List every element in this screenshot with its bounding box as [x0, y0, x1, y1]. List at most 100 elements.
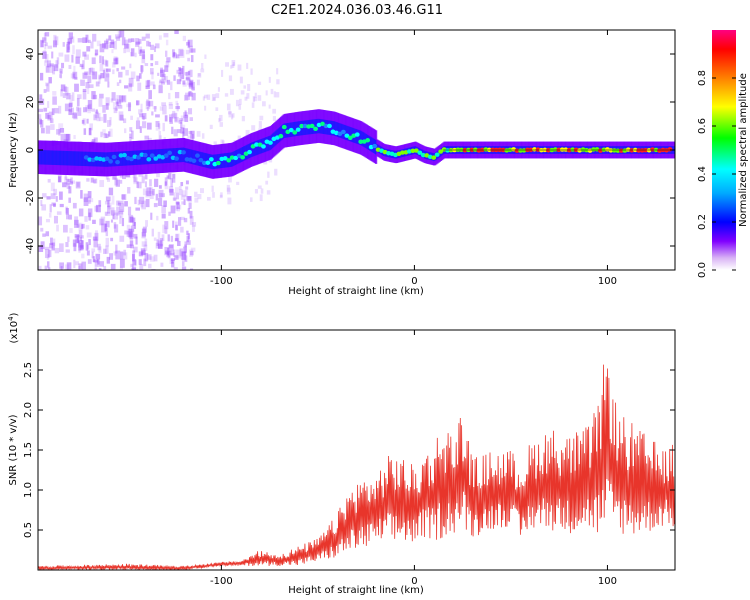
heatmap-cell: [108, 35, 112, 41]
heatmap-cell: [96, 40, 101, 47]
heatmap-cell: [151, 228, 154, 237]
heatmap-cell: [272, 108, 277, 114]
heatmap-cell: [71, 92, 75, 101]
heatmap-cell: [340, 129, 346, 135]
heatmap-cell: [142, 150, 145, 165]
heatmap-cell: [320, 121, 325, 127]
heatmap-cell: [115, 179, 120, 187]
heatmap-cell: [104, 223, 108, 232]
heatmap-cell: [362, 132, 365, 147]
heatmap-cell: [136, 181, 139, 188]
heatmap-cell: [155, 127, 161, 131]
heatmap-cell: [219, 114, 223, 122]
heatmap-cell: [43, 107, 48, 112]
heatmap-cell: [64, 54, 70, 62]
heatmap-cell: [156, 173, 160, 178]
heatmap-cell: [157, 72, 160, 76]
heatmap-cell: [72, 73, 75, 78]
colorbar-tick-label: 0.2: [697, 214, 708, 230]
heatmap-cell: [170, 205, 176, 214]
heatmap-cell: [173, 249, 176, 257]
heatmap-cell: [166, 250, 172, 255]
y-tick-label-bottom: 1.0: [23, 482, 34, 498]
heatmap-cell: [275, 92, 280, 98]
heatmap-cell: [168, 186, 174, 193]
heatmap-cell: [52, 96, 57, 105]
heatmap-cell: [107, 202, 112, 207]
heatmap-cell: [66, 178, 70, 186]
heatmap-cell: [163, 200, 167, 208]
heatmap-cell: [243, 85, 247, 89]
heatmap-cell: [667, 147, 673, 152]
heatmap-cell: [68, 186, 72, 194]
heatmap-cell: [168, 211, 171, 216]
heatmap-cell: [188, 45, 193, 53]
heatmap-cell: [70, 177, 73, 184]
heatmap-cell: [149, 256, 155, 262]
heatmap-cell: [181, 147, 184, 163]
heatmap-cell: [74, 233, 80, 238]
heatmap-cell: [101, 43, 107, 48]
heatmap-cell: [104, 72, 110, 82]
heatmap-cell: [62, 93, 66, 98]
heatmap-cell: [125, 69, 129, 76]
heatmap-cell: [175, 233, 180, 242]
heatmap-cell: [179, 50, 185, 58]
heatmap-cell: [73, 151, 77, 166]
heatmap-cell: [175, 192, 180, 200]
heatmap-cell: [47, 45, 53, 49]
heatmap-cell: [126, 244, 132, 248]
heatmap-cell: [143, 244, 148, 251]
heatmap-cell: [72, 239, 77, 247]
heatmap-cell: [88, 103, 92, 111]
heatmap-cell: [168, 148, 172, 163]
heatmap-cell: [56, 150, 59, 166]
heatmap-cell: [180, 216, 185, 221]
heatmap-cell: [39, 94, 43, 99]
heatmap-cell: [178, 186, 182, 190]
heatmap-cell: [92, 71, 98, 80]
heatmap-cell: [146, 107, 149, 111]
heatmap-cell: [163, 33, 169, 38]
heatmap-cell: [148, 263, 152, 269]
heatmap-cell: [175, 224, 178, 231]
heatmap-cell: [38, 114, 42, 120]
heatmap-cell: [66, 182, 70, 189]
heatmap-cell: [117, 30, 122, 38]
heatmap-cell: [251, 125, 256, 131]
heatmap-cell: [107, 200, 110, 208]
heatmap-cell: [140, 203, 144, 208]
heatmap-cell: [282, 124, 285, 139]
heatmap-cell: [95, 204, 101, 213]
heatmap-cell: [95, 230, 98, 240]
heatmap-cell: [72, 151, 75, 166]
heatmap-cell: [185, 189, 188, 197]
heatmap-cell: [313, 119, 316, 134]
heatmap-cell: [175, 201, 180, 205]
heatmap-cell: [40, 120, 44, 128]
heatmap-cell: [75, 261, 79, 266]
heatmap-cell: [44, 32, 50, 37]
heatmap-cell: [315, 119, 319, 134]
heatmap-cell: [105, 68, 111, 72]
heatmap-cell: [179, 147, 182, 163]
heatmap-cell: [145, 220, 149, 227]
heatmap-cell: [87, 259, 92, 264]
heatmap-cell: [152, 84, 156, 90]
heatmap-cell: [62, 42, 65, 47]
heatmap-cell: [194, 150, 197, 165]
heatmap-cell: [368, 135, 371, 150]
heatmap-cell: [78, 242, 82, 251]
heatmap-cell: [185, 71, 190, 80]
heatmap-cell: [110, 152, 114, 167]
heatmap-cell: [87, 104, 91, 114]
heatmap-cell: [128, 83, 133, 92]
heatmap-cell: [144, 181, 147, 188]
heatmap-cell: [181, 266, 187, 270]
heatmap-cell: [77, 151, 80, 166]
heatmap-cell: [292, 122, 295, 137]
heatmap-cell: [82, 37, 88, 43]
heatmap-cell: [107, 205, 111, 214]
heatmap-cell: [119, 209, 124, 219]
heatmap-cell: [229, 88, 234, 95]
